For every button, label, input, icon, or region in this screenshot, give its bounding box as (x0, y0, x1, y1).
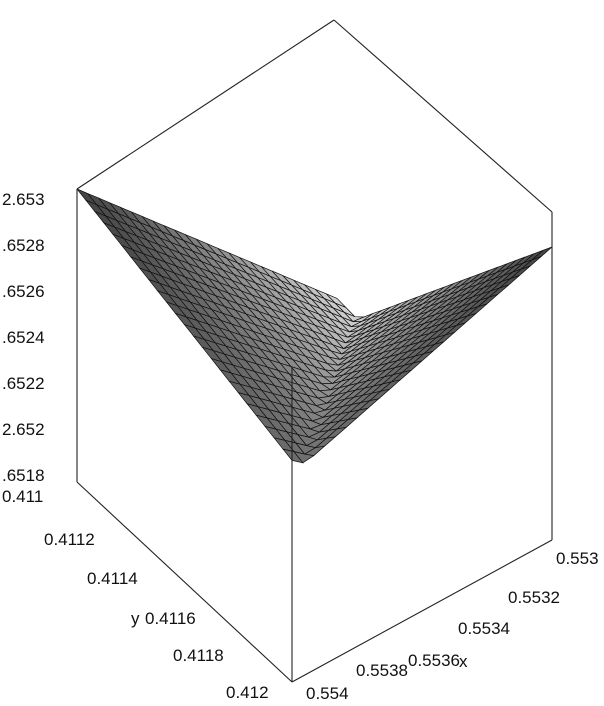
x-tick-label: 0.5532 (508, 588, 560, 607)
z-tick-label: 2.652 (2, 420, 45, 439)
z-tick-label: .6524 (2, 328, 45, 347)
x-tick-label: 0.553 (556, 549, 599, 568)
y-axis-label: y (131, 609, 140, 628)
surface-mesh (76, 188, 553, 464)
bounding-box (76, 19, 553, 683)
y-tick-label: 0.4118 (173, 646, 224, 665)
box-edge-bottom-right (291, 539, 553, 683)
x-tick-label: 0.554 (306, 684, 349, 703)
y-tick-label: 0.412 (226, 683, 269, 702)
box-edge-top-left (76, 19, 335, 190)
y-tick-label: 0.411 (2, 487, 43, 506)
z-tick-label: 2.653 (2, 190, 45, 209)
surface-cell (282, 448, 304, 464)
x-axis-label: x (459, 652, 468, 671)
box-edge-top-right (333, 19, 553, 213)
y-tick-label: 0.4112 (44, 530, 95, 549)
z-tick-label: .6522 (2, 374, 45, 393)
z-tick-label: .6526 (2, 282, 45, 301)
box-edge-bottom-left (76, 481, 293, 683)
x-tick-label: 0.5536 (408, 651, 460, 670)
x-tick-label: 0.5538 (356, 661, 408, 680)
y-tick-label: 0.4116 (145, 609, 196, 628)
z-tick-label: .6528 (2, 236, 45, 255)
z-tick-label: .6518 (2, 466, 45, 485)
x-tick-label: 0.5534 (458, 619, 510, 638)
y-tick-label: 0.4114 (87, 569, 138, 588)
